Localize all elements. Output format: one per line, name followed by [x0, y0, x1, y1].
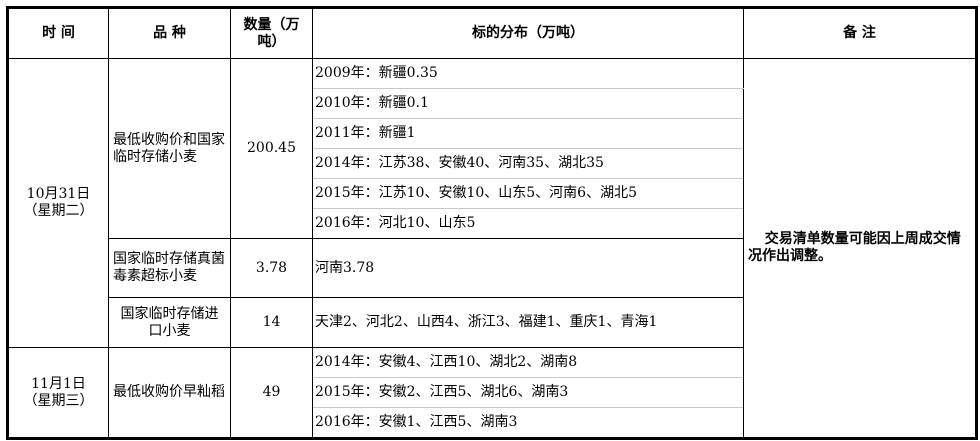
table-row: 10月31日 （星期二） 最低收购价和国家临时存储小麦 200.45 2009年：… [7, 58, 977, 439]
date-cell: 11月1日 （星期三） [7, 347, 109, 439]
quantity-cell: 49 [230, 347, 313, 439]
distribution-cell: 2016年：河北10、山东5 [312, 208, 744, 239]
table-row: 2015年：安徽2、江西5、湖北6、湖南3 [8, 377, 977, 408]
variety-cell: 国家临时存储进口小麦 [108, 297, 231, 348]
weekday: （星期三） [23, 392, 94, 409]
quantity-cell: 200.45 [230, 58, 313, 239]
date: 10月31日 [26, 186, 91, 202]
header-distribution: 标的分布（万吨） [312, 7, 744, 59]
auction-schedule-table: 时 间 品 种 数量（万吨） 标的分布（万吨） 备 注 10月31日 （星期二） … [6, 6, 978, 440]
header-quantity: 数量（万吨） [230, 7, 313, 59]
quantity-cell: 14 [230, 297, 313, 348]
quantity-cell: 3.78 [230, 238, 313, 298]
distribution-cell: 2015年：江苏10、安徽10、山东5、河南6、湖北5 [312, 178, 744, 209]
distribution-cell: 2015年：安徽2、江西5、湖北6、湖南3 [312, 377, 744, 408]
table-row: 2016年：河北10、山东5 [8, 208, 977, 239]
distribution-cell: 河南3.78 [312, 238, 744, 298]
remark-cell: 交易清单数量可能因上周成交情况作出调整。 [743, 58, 977, 439]
header-remark: 备 注 [743, 7, 977, 59]
table-row: 2016年：安徽1、江西5、湖南3 [8, 407, 977, 439]
distribution-cell: 2011年：新疆1 [312, 118, 744, 149]
variety-cell: 最低收购价早籼稻 [108, 347, 231, 439]
table-row: 2010年：新疆0.1 [8, 88, 977, 119]
distribution-cell: 2010年：新疆0.1 [312, 88, 744, 119]
table-row: 国家临时存储真菌毒素超标小麦 3.78 河南3.78 [8, 238, 977, 298]
distribution-cell: 2016年：安徽1、江西5、湖南3 [312, 407, 744, 439]
header-variety: 品 种 [108, 7, 231, 59]
table-row: 2011年：新疆1 [8, 118, 977, 149]
header-time: 时 间 [7, 7, 109, 59]
distribution-cell: 天津2、河北2、山西4、浙江3、福建1、重庆1、青海1 [312, 297, 744, 348]
header-quantity-text: 数量（万吨） [243, 16, 300, 50]
header-row: 时 间 品 种 数量（万吨） 标的分布（万吨） 备 注 [7, 7, 977, 59]
distribution-cell: 2014年：安徽4、江西10、湖北2、湖南8 [312, 347, 744, 378]
date-cell: 10月31日 （星期二） [7, 58, 109, 348]
distribution-cell: 2009年：新疆0.35 [312, 58, 744, 89]
table-row: 2015年：江苏10、安徽10、山东5、河南6、湖北5 [8, 178, 977, 209]
variety-text: 国家临时存储进口小麦 [120, 305, 219, 339]
distribution-cell: 2014年：江苏38、安徽40、河南35、湖北35 [312, 148, 744, 179]
variety-cell: 国家临时存储真菌毒素超标小麦 [108, 238, 231, 298]
date: 11月1日 [31, 375, 86, 392]
variety-cell: 最低收购价和国家临时存储小麦 [108, 58, 231, 239]
weekday: （星期二） [23, 203, 94, 219]
